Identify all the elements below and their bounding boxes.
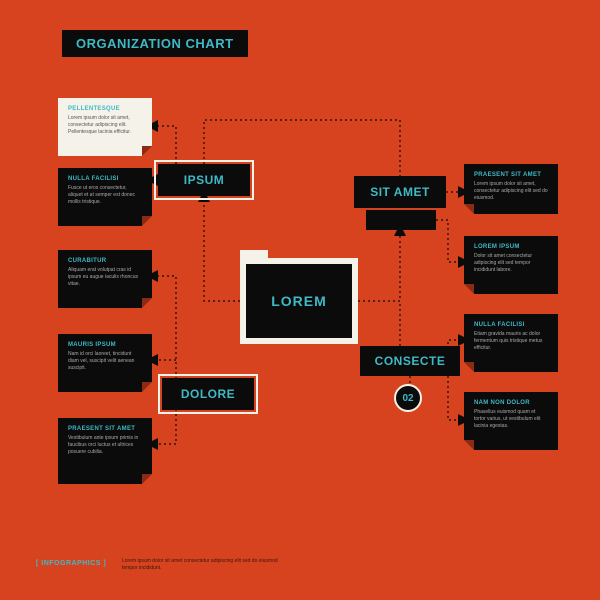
note-right-0: PRAESENT SIT AMET Lorem ipsum dolor sit a…: [464, 164, 558, 214]
node-ipsum: IPSUM: [158, 164, 250, 196]
note-title: CURABITUR: [68, 258, 142, 264]
note-title: NULLA FACILISI: [68, 176, 142, 182]
note-title: NAM NON DOLOR: [474, 400, 548, 406]
note-body: Vestibulum ante ipsum primis in faucibus…: [68, 435, 142, 455]
note-body: Fusce ut eros consectetur, aliquet et at…: [68, 185, 142, 205]
note-right-1: LOREM IPSUM Dolor sit amet consectetur ad…: [464, 236, 558, 294]
footer-mark: INFOGRAPHICS: [36, 560, 106, 567]
note-left-1: NULLA FACILISI Fusce ut eros consectetur,…: [58, 168, 152, 226]
note-body: Lorem ipsum dolor sit amet, consectetur …: [474, 181, 548, 201]
node-consecte-label: CONSECTE: [375, 354, 446, 368]
note-right-3: NAM NON DOLOR Phasellus euismod quam et t…: [464, 392, 558, 450]
node-dolore-label: DOLORE: [181, 387, 235, 401]
node-sitamet2: [366, 210, 436, 230]
circle-badge: 02: [394, 384, 422, 412]
note-body: Nam id orci laoreet, tincidunt diam vel,…: [68, 351, 142, 371]
note-body: Dolor sit amet consectetur adipiscing el…: [474, 253, 548, 273]
note-body: Phasellus euismod quam et tortor varius,…: [474, 409, 548, 429]
note-title: PRAESENT SIT AMET: [474, 172, 548, 178]
node-sitamet: SIT AMET: [354, 176, 446, 208]
note-left-2: CURABITUR Aliquam erat volutpat cras id i…: [58, 250, 152, 308]
node-ipsum-label: IPSUM: [184, 173, 225, 187]
chart-title: ORGANIZATION CHART: [62, 30, 248, 57]
node-sitamet-label: SIT AMET: [370, 185, 430, 199]
note-title: PRAESENT SIT AMET: [68, 426, 142, 432]
node-consecte: CONSECTE: [360, 346, 460, 376]
note-left-0: PELLENTESQUE Lorem ipsum dolor sit amet, …: [58, 98, 152, 156]
note-body: Etiam gravida mauris ac dolor fermentum …: [474, 331, 548, 351]
node-dolore: DOLORE: [162, 378, 254, 410]
node-center-label: LOREM: [246, 264, 352, 338]
note-title: LOREM IPSUM: [474, 244, 548, 250]
note-title: PELLENTESQUE: [68, 106, 142, 112]
note-title: NULLA FACILISI: [474, 322, 548, 328]
note-left-4: PRAESENT SIT AMET Vestibulum ante ipsum p…: [58, 418, 152, 484]
note-body: Aliquam erat volutpat cras id ipsum eu a…: [68, 267, 142, 287]
org-chart-canvas: ORGANIZATION CHART LOREM IPSUM SIT AMET DOLO…: [0, 0, 600, 600]
note-right-2: NULLA FACILISI Etiam gravida mauris ac do…: [464, 314, 558, 372]
note-body: Lorem ipsum dolor sit amet, consectetur …: [68, 115, 142, 135]
note-title: MAURIS IPSUM: [68, 342, 142, 348]
note-left-3: MAURIS IPSUM Nam id orci laoreet, tincidu…: [58, 334, 152, 392]
node-center: LOREM: [240, 258, 358, 344]
footer-text: Lorem ipsum dolor sit amet consectetur a…: [122, 558, 282, 571]
